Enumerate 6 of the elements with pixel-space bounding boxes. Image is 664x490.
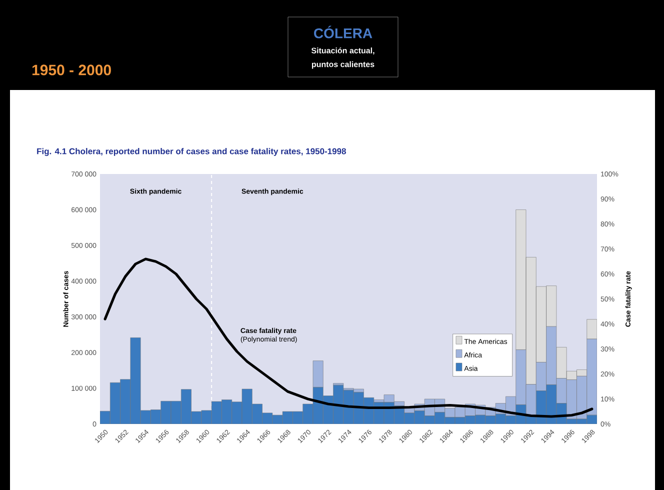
bar xyxy=(586,319,598,340)
chart-title: Fig. 4.1 Cholera, reported number of cases and case fatality rates, 1950-1998 xyxy=(37,148,346,156)
text: puntos calientes xyxy=(312,61,374,69)
text: 1950 - 2000 xyxy=(32,64,111,76)
text: CÓLERA xyxy=(314,26,372,38)
text: Situación actual, xyxy=(311,47,374,55)
